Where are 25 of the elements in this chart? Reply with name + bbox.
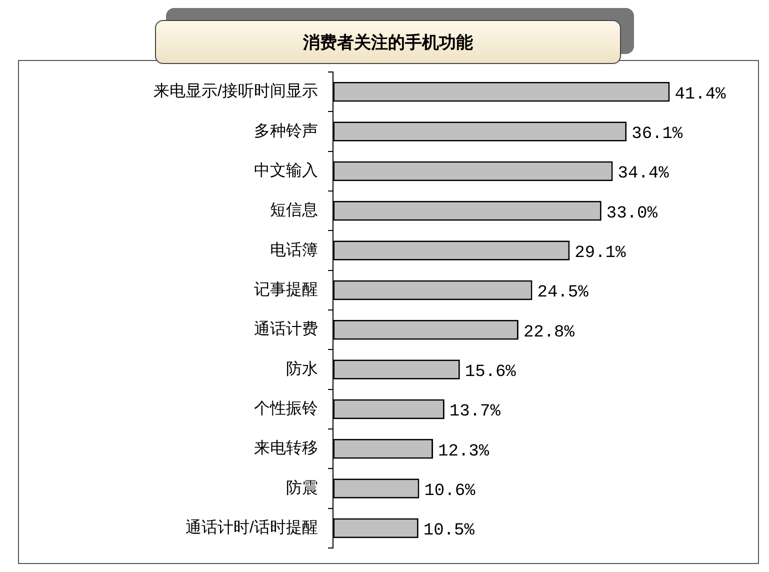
y-tick-label: 通话计费	[254, 320, 318, 338]
data-label: 10.5%	[423, 522, 476, 541]
data-label: 34.4%	[618, 164, 670, 184]
y-tick-label: 记事提醒	[254, 280, 318, 299]
data-label: 29.1%	[574, 244, 626, 263]
chart-title: 消费者关注的手机功能	[155, 20, 621, 64]
data-label: 24.5%	[537, 284, 590, 303]
data-label: 33.0%	[606, 204, 658, 224]
data-label: 36.1%	[632, 125, 684, 144]
y-tick-label: 来电转移	[254, 439, 318, 458]
y-tick-label: 防震	[286, 478, 318, 497]
data-label: 12.3%	[438, 442, 490, 462]
data-label: 13.7%	[449, 402, 502, 422]
data-label: 41.4%	[674, 85, 727, 104]
y-tick-label: 来电显示/接听时间显示	[154, 82, 318, 100]
data-label: 15.6%	[464, 363, 517, 382]
data-label: 22.8%	[523, 323, 576, 342]
y-tick-label: 短信息	[270, 201, 318, 220]
y-tick-label: 个性振铃	[254, 400, 318, 418]
y-tick-label: 多种铃声	[254, 122, 318, 140]
y-tick-label: 中文输入	[254, 162, 318, 180]
y-tick-label: 通话计时/话时提醒	[186, 518, 318, 537]
y-tick-label: 防水	[286, 360, 318, 378]
data-label: 10.6%	[424, 482, 476, 501]
y-tick-label: 电话簿	[270, 240, 318, 259]
